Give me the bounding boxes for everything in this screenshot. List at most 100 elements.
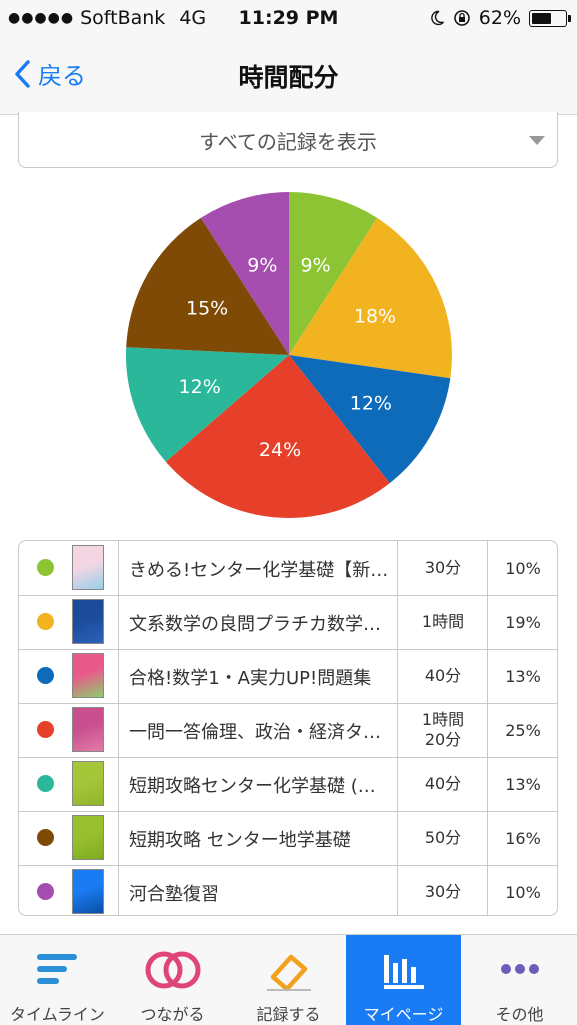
record-color-dot bbox=[37, 613, 54, 630]
book-cover-cell bbox=[69, 811, 118, 865]
record-filter-dropdown[interactable]: すべての記録を表示 bbox=[18, 112, 558, 168]
pie-slice-label-6: 15% bbox=[186, 298, 228, 320]
record-color-dot bbox=[37, 559, 54, 576]
record-time: 30分 bbox=[424, 882, 462, 901]
record-percent-cell: 19% bbox=[487, 595, 557, 649]
record-percent-cell: 16% bbox=[487, 811, 557, 865]
record-color-dot bbox=[37, 721, 54, 738]
records-table: きめる!センター化学基礎【新課程対応版】 30分 10% 文系数学の良問プラチカ数学1… bbox=[18, 540, 558, 916]
record-title: 一問一答倫理、政治・経済ターゲット bbox=[129, 722, 390, 743]
book-cover-thumbnail bbox=[72, 761, 104, 806]
record-time: 30分 bbox=[424, 558, 462, 577]
record-percent: 19% bbox=[505, 612, 541, 632]
pie-slice-3 bbox=[289, 355, 451, 484]
record-title: きめる!センター化学基礎【新課程対応版】 bbox=[129, 560, 390, 581]
record-color-cell bbox=[19, 649, 69, 703]
row-divider bbox=[19, 865, 557, 866]
record-time-cell: 1時間 20分 bbox=[397, 703, 488, 757]
pie-slice-4 bbox=[165, 355, 390, 518]
time-allocation-pie-chart: 9% 18% 12% 24% 12% 15% 9% bbox=[126, 192, 452, 518]
record-time: 1時間 bbox=[421, 612, 465, 631]
record-percent: 25% bbox=[505, 720, 541, 740]
pie-slice-1 bbox=[289, 192, 378, 355]
book-cover-thumbnail bbox=[72, 815, 104, 860]
record-row[interactable]: 文系数学の良問プラチカ数学1・A・2・B 1時間 19% bbox=[19, 595, 557, 649]
caret-down-icon bbox=[529, 136, 545, 145]
record-percent: 13% bbox=[505, 666, 541, 686]
chevron-left-icon bbox=[15, 59, 30, 88]
record-title-cell: 合格!数学1・A実力UP!問題集 bbox=[118, 649, 398, 703]
record-time-cell: 30分 bbox=[397, 865, 488, 915]
record-row[interactable]: きめる!センター化学基礎【新課程対応版】 30分 10% bbox=[19, 541, 557, 595]
pie-slice-label-2: 18% bbox=[354, 306, 396, 328]
record-percent-cell: 13% bbox=[487, 757, 557, 811]
record-time-cell: 1時間 bbox=[397, 595, 488, 649]
tab-bar-chart[interactable]: マイページ bbox=[346, 935, 461, 1025]
record-time: 40分 bbox=[424, 666, 462, 685]
carrier-name: SoftBank bbox=[80, 7, 166, 29]
record-time-cell: 40分 bbox=[397, 649, 488, 703]
tab-record-pencil[interactable]: 記録する bbox=[231, 935, 346, 1025]
pie-slice-label-3: 12% bbox=[350, 392, 392, 414]
record-color-dot bbox=[37, 829, 54, 846]
record-time: 40分 bbox=[424, 774, 462, 793]
row-divider bbox=[19, 757, 557, 758]
book-cover-thumbnail bbox=[72, 707, 104, 752]
record-title-cell: 短期攻略 センター地学基礎 bbox=[118, 811, 398, 865]
pie-slice-label-1: 9% bbox=[301, 254, 331, 276]
book-cover-thumbnail bbox=[72, 599, 104, 644]
record-percent: 16% bbox=[505, 828, 541, 848]
record-row[interactable]: 河合塾復習 30分 10% bbox=[19, 865, 557, 915]
network-type: 4G bbox=[179, 7, 207, 29]
book-cover-cell bbox=[69, 865, 118, 915]
row-divider bbox=[19, 595, 557, 596]
record-title: 河合塾復習 bbox=[129, 884, 219, 905]
record-row[interactable]: 短期攻略センター化学基礎 (駿台受験シリーズ) 40分 13% bbox=[19, 757, 557, 811]
record-percent-cell: 10% bbox=[487, 541, 557, 595]
pie-slice-label-5: 12% bbox=[179, 376, 221, 398]
book-cover-cell bbox=[69, 541, 118, 595]
record-percent: 10% bbox=[505, 882, 541, 902]
pie-slice-label-7: 9% bbox=[247, 254, 277, 276]
book-cover-thumbnail bbox=[72, 545, 104, 590]
record-title: 文系数学の良問プラチカ数学1・A・2・B bbox=[129, 614, 390, 635]
tab-label: タイムライン bbox=[10, 1005, 105, 1024]
back-button[interactable]: 戻る bbox=[14, 56, 86, 91]
tab-more-dots[interactable]: その他 bbox=[462, 935, 577, 1025]
tab-label: 記録する bbox=[256, 1005, 321, 1024]
navigation-bar: 戻る 時間配分 bbox=[0, 38, 577, 115]
bar-chart-icon bbox=[346, 949, 461, 991]
record-title: 合格!数学1・A実力UP!問題集 bbox=[129, 668, 372, 689]
record-title-cell: 河合塾復習 bbox=[118, 865, 398, 915]
back-label: 戻る bbox=[38, 62, 86, 90]
battery-icon bbox=[529, 9, 571, 27]
row-divider bbox=[19, 703, 557, 704]
connect-rings-icon bbox=[115, 949, 230, 991]
moon-icon bbox=[430, 10, 444, 26]
tab-timeline[interactable]: タイムライン bbox=[0, 935, 115, 1025]
pie-slice-5 bbox=[126, 347, 290, 462]
timeline-icon bbox=[0, 949, 115, 991]
record-title-cell: 一問一答倫理、政治・経済ターゲット bbox=[118, 703, 398, 757]
record-percent: 10% bbox=[505, 558, 541, 578]
tab-bar: タイムライン つながる 記録する マイページ その他 bbox=[0, 934, 577, 1025]
book-cover-thumbnail bbox=[72, 869, 104, 914]
status-right: 62% bbox=[429, 7, 571, 29]
record-row[interactable]: 短期攻略 センター地学基礎 50分 16% bbox=[19, 811, 557, 865]
record-title: 短期攻略 センター地学基礎 bbox=[129, 830, 351, 851]
tab-connect-rings[interactable]: つながる bbox=[115, 935, 230, 1025]
record-color-cell bbox=[19, 865, 69, 915]
tab-label: その他 bbox=[495, 1005, 544, 1024]
tab-label: つながる bbox=[140, 1005, 205, 1024]
pie-slice-7 bbox=[200, 192, 289, 355]
record-color-dot bbox=[37, 667, 54, 684]
record-pencil-icon bbox=[231, 949, 346, 992]
record-color-dot bbox=[37, 883, 54, 900]
record-percent: 13% bbox=[505, 774, 541, 794]
record-title: 短期攻略センター化学基礎 (駿台受験シリーズ) bbox=[129, 776, 390, 797]
page-title: 時間配分 bbox=[238, 63, 339, 92]
record-color-cell bbox=[19, 595, 69, 649]
record-percent-cell: 13% bbox=[487, 649, 557, 703]
record-row[interactable]: 合格!数学1・A実力UP!問題集 40分 13% bbox=[19, 649, 557, 703]
